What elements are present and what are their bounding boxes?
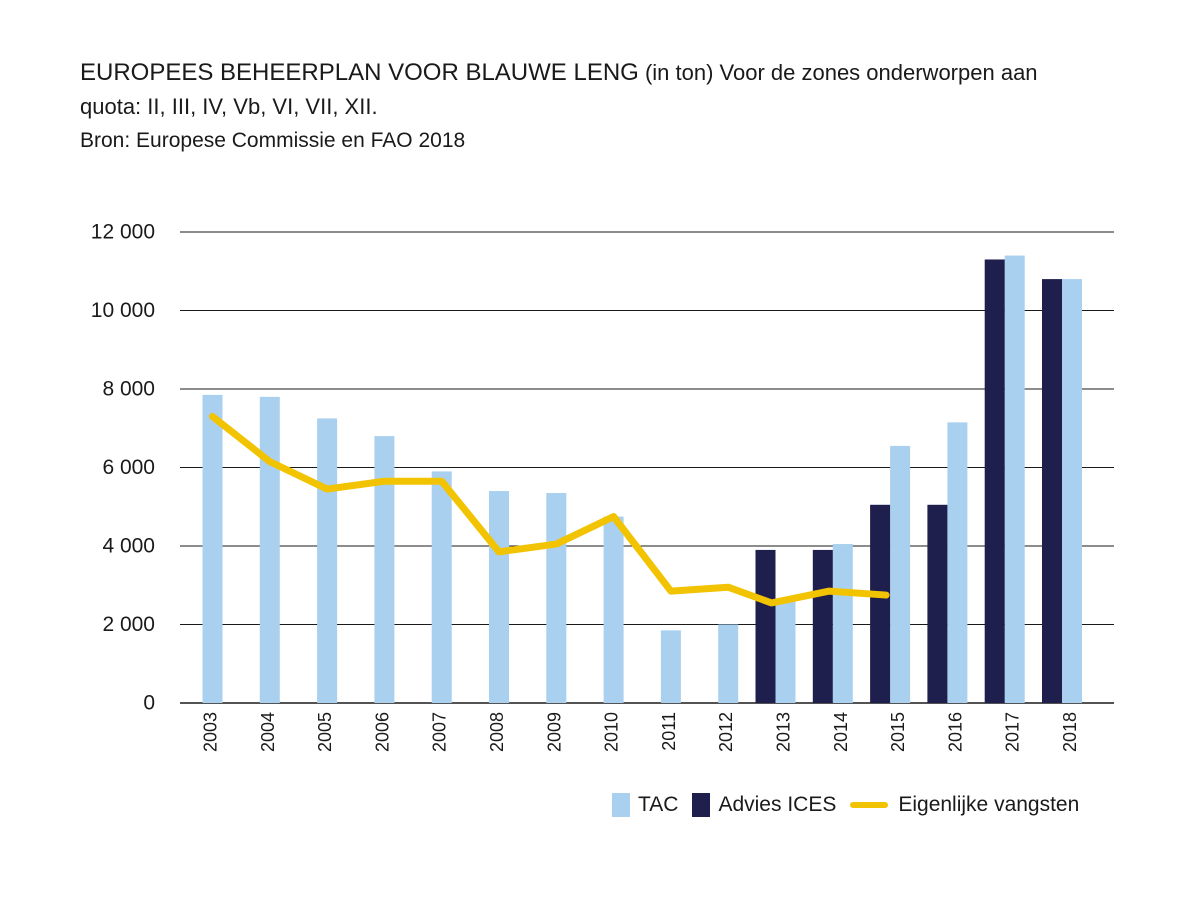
bar-tac-2015: [890, 445, 911, 703]
bar-tac-2013: [775, 598, 796, 703]
legend-swatch-catch: [850, 802, 889, 808]
bar-tac-2017: [1004, 255, 1025, 704]
legend-swatch-ices: [692, 793, 711, 817]
x-tick-label: 2008: [487, 712, 507, 752]
legend-label-ices: Advies ICES: [718, 793, 837, 816]
x-tick-label: 2005: [315, 712, 335, 752]
chart-legend: TAC Advies ICES Eigenlijke vangsten: [612, 793, 1093, 817]
legend-item-ices: Advies ICES: [692, 793, 836, 817]
bar-ices-2016: [927, 504, 948, 703]
bar-tac-2012: [718, 624, 739, 703]
y-tick-label: 2 000: [102, 613, 155, 636]
bar-tac-2008: [489, 491, 509, 703]
legend-item-tac: TAC: [612, 793, 678, 817]
chart-title-block: EUROPEES BEHEERPLAN VOOR BLAUWE LENG (in…: [80, 56, 1140, 158]
legend-swatch-tac: [612, 793, 630, 817]
bar-tac-2016: [947, 422, 968, 703]
x-tick-label: 2007: [430, 712, 450, 752]
y-tick-label: 6 000: [102, 456, 155, 479]
x-tick-label: 2016: [945, 712, 965, 752]
x-tick-label: 2014: [831, 712, 851, 752]
x-tick-label: 2013: [774, 712, 794, 752]
legend-item-catch: Eigenlijke vangsten: [850, 793, 1079, 817]
x-tick-label: 2003: [201, 712, 221, 752]
x-tick-label: 2010: [602, 712, 622, 752]
bar-ices-2017: [984, 259, 1005, 703]
x-tick-label: 2018: [1060, 712, 1080, 752]
chart-source: Bron: Europese Commissie en FAO 2018: [80, 129, 466, 152]
y-tick-label: 12 000: [91, 221, 155, 244]
bar-tac-2006: [374, 436, 395, 703]
y-tick-label: 8 000: [102, 378, 155, 401]
x-tick-label: 2017: [1003, 712, 1023, 752]
x-tick-label: 2012: [716, 712, 736, 752]
bar-ices-2018: [1042, 279, 1062, 703]
bar-tac-2005: [317, 418, 338, 703]
bar-tac-2009: [546, 493, 567, 703]
bar-tac-2014: [832, 544, 853, 703]
x-tick-label: 2004: [258, 712, 278, 752]
bar-tac-2003: [202, 394, 223, 703]
bar-ices-2015: [870, 504, 891, 703]
x-tick-label: 2011: [659, 712, 679, 751]
y-tick-label: 10 000: [91, 299, 155, 322]
y-tick-label: 0: [143, 692, 155, 715]
legend-label-catch: Eigenlijke vangsten: [898, 793, 1080, 816]
chart-subtitle: quota: II, III, IV, Vb, VI, VII, XII.: [80, 94, 378, 119]
bar-tac-2010: [603, 516, 624, 703]
legend-label-tac: TAC: [638, 793, 679, 816]
x-tick-label: 2015: [888, 712, 908, 752]
bar-ices-2014: [812, 549, 833, 703]
bar-tac-2011: [660, 630, 681, 703]
x-tick-label: 2006: [372, 712, 392, 752]
bar-tac-2007: [431, 471, 452, 703]
chart-title: EUROPEES BEHEERPLAN VOOR BLAUWE LENG (in…: [80, 56, 1140, 90]
x-tick-label: 2009: [544, 712, 564, 752]
bar-ices-2013: [755, 549, 776, 703]
chart-title-main: EUROPEES BEHEERPLAN VOOR BLAUWE LENG: [80, 59, 639, 86]
chart-title-unit: (in ton) Voor de zones onderworpen aan: [638, 60, 1038, 85]
y-tick-label: 4 000: [102, 535, 155, 558]
bar-tac-2018: [1062, 279, 1082, 703]
bar-tac-2004: [259, 396, 280, 703]
